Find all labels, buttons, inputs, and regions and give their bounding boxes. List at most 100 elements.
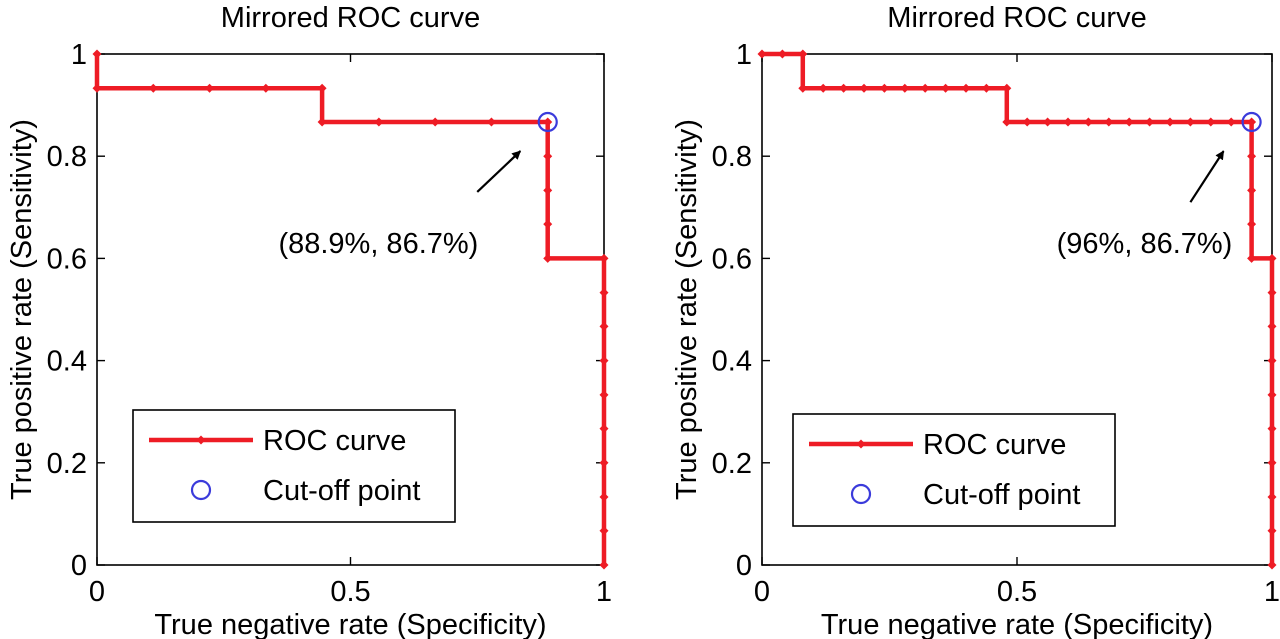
roc-point bbox=[1043, 117, 1053, 127]
y-tick-label: 1 bbox=[736, 39, 752, 71]
roc-point bbox=[1267, 356, 1277, 366]
roc-point bbox=[1267, 321, 1277, 331]
roc-point bbox=[486, 117, 496, 127]
roc-point bbox=[920, 83, 930, 93]
roc-point bbox=[1063, 117, 1073, 127]
legend-cutoff-label: Cut-off point bbox=[263, 475, 420, 507]
x-tick-label: 0.5 bbox=[330, 576, 370, 608]
roc-point bbox=[1104, 117, 1114, 127]
roc-point bbox=[599, 390, 609, 400]
y-axis-label: True positive rate (Sensitivity) bbox=[6, 119, 38, 500]
y-tick-label: 0.8 bbox=[712, 141, 752, 173]
roc-point bbox=[543, 151, 553, 161]
left-roc-chart: Mirrored ROC curve 0 0.5 1 0 0.2 0.4 0.6 0.8 1 Tru… bbox=[6, 2, 612, 639]
x-tick-label: 1 bbox=[1264, 576, 1280, 608]
legend-roc-marker bbox=[856, 439, 866, 449]
roc-point bbox=[1267, 560, 1277, 570]
roc-point bbox=[1247, 253, 1257, 263]
legend-box bbox=[132, 409, 456, 523]
roc-point bbox=[148, 83, 158, 93]
roc-point bbox=[1185, 117, 1195, 127]
y-tick-label: 0.6 bbox=[712, 243, 752, 275]
roc-point bbox=[1267, 253, 1277, 263]
legend-roc-marker bbox=[196, 435, 206, 445]
annotation-label: (88.9%, 86.7%) bbox=[278, 228, 478, 260]
annotation-arrow bbox=[1189, 150, 1225, 203]
x-tick-label: 0.5 bbox=[997, 576, 1037, 608]
roc-point bbox=[981, 83, 991, 93]
legend-roc-label: ROC curve bbox=[263, 425, 406, 457]
y-tick-label: 0 bbox=[736, 550, 752, 582]
roc-point bbox=[317, 117, 327, 127]
legend-box bbox=[792, 413, 1116, 527]
roc-point bbox=[317, 83, 327, 93]
roc-point bbox=[900, 83, 910, 93]
roc-point bbox=[543, 185, 553, 195]
roc-point bbox=[1267, 390, 1277, 400]
roc-point bbox=[599, 458, 609, 468]
legend-cutoff-label: Cut-off point bbox=[923, 479, 1080, 511]
roc-point bbox=[543, 117, 553, 127]
roc-point bbox=[961, 83, 971, 93]
roc-point bbox=[1267, 288, 1277, 298]
cutoff-point bbox=[537, 111, 558, 133]
roc-point bbox=[1124, 117, 1134, 127]
roc-point bbox=[1267, 526, 1277, 536]
y-axis-label: True positive rate (Sensitivity) bbox=[671, 119, 703, 500]
chart-title: Mirrored ROC curve bbox=[221, 2, 480, 34]
roc-point bbox=[1022, 117, 1032, 127]
roc-point bbox=[1247, 151, 1257, 161]
roc-point bbox=[1226, 117, 1236, 127]
roc-point bbox=[1165, 117, 1175, 127]
roc-point bbox=[879, 83, 889, 93]
legend-cutoff-marker bbox=[850, 483, 872, 505]
roc-point bbox=[777, 49, 787, 59]
x-tick-label: 0 bbox=[754, 576, 770, 608]
y-tick-label: 0.4 bbox=[712, 346, 752, 378]
roc-point bbox=[1267, 492, 1277, 502]
cutoff-point bbox=[1241, 111, 1262, 133]
roc-point bbox=[1083, 117, 1093, 127]
x-tick-label: 0 bbox=[89, 576, 105, 608]
roc-point bbox=[1206, 117, 1216, 127]
right-roc-chart: Mirrored ROC curve 0 0.5 1 0 0.2 0.4 0.6 0.8 1 Tru… bbox=[671, 2, 1280, 639]
roc-point bbox=[798, 83, 808, 93]
x-axis-label: True negative rate (Specificity) bbox=[821, 609, 1213, 639]
roc-point bbox=[941, 83, 951, 93]
y-tick-label: 0.8 bbox=[47, 141, 87, 173]
roc-point bbox=[599, 356, 609, 366]
roc-point bbox=[599, 253, 609, 263]
legend-roc-label: ROC curve bbox=[923, 429, 1066, 461]
y-tick-label: 0.6 bbox=[47, 243, 87, 275]
roc-point bbox=[430, 117, 440, 127]
y-tick-label: 0.2 bbox=[712, 448, 752, 480]
roc-point bbox=[1247, 219, 1257, 229]
chart-title: Mirrored ROC curve bbox=[887, 2, 1146, 34]
roc-point bbox=[374, 117, 384, 127]
roc-point bbox=[261, 83, 271, 93]
y-tick-label: 0.4 bbox=[47, 346, 87, 378]
roc-point bbox=[599, 526, 609, 536]
roc-point bbox=[599, 424, 609, 434]
roc-point bbox=[543, 253, 553, 263]
roc-point bbox=[599, 492, 609, 502]
roc-point bbox=[1267, 458, 1277, 468]
roc-point bbox=[1247, 185, 1257, 195]
roc-point bbox=[859, 83, 869, 93]
roc-point bbox=[798, 49, 808, 59]
roc-point bbox=[757, 49, 767, 59]
legend-cutoff-marker bbox=[190, 479, 212, 501]
roc-point bbox=[599, 560, 609, 570]
roc-point bbox=[1145, 117, 1155, 127]
roc-point bbox=[1247, 117, 1257, 127]
annotation-label: (96%, 86.7%) bbox=[1057, 228, 1233, 260]
roc-point bbox=[1002, 83, 1012, 93]
roc-point bbox=[92, 83, 102, 93]
y-tick-label: 0.2 bbox=[47, 448, 87, 480]
y-tick-label: 1 bbox=[71, 39, 87, 71]
roc-point bbox=[1267, 424, 1277, 434]
roc-point bbox=[599, 288, 609, 298]
roc-point bbox=[1002, 117, 1012, 127]
x-tick-label: 1 bbox=[596, 576, 612, 608]
